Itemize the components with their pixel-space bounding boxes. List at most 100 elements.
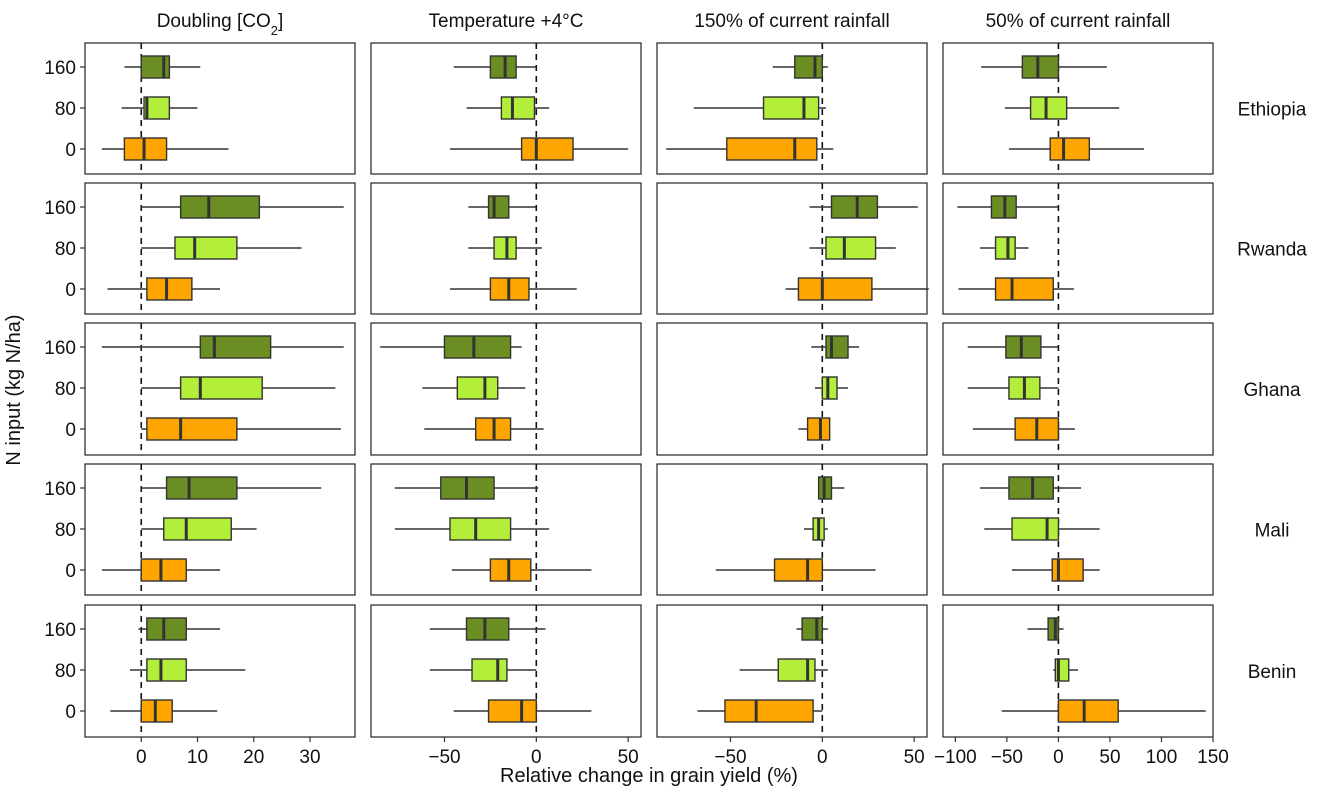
boxplot-box — [1049, 137, 1091, 161]
boxplot-0 — [666, 137, 834, 161]
boxplot-160 — [957, 195, 1059, 219]
boxplot-box — [487, 699, 538, 723]
boxplot-80 — [980, 236, 1029, 260]
boxplot-80 — [130, 658, 246, 682]
column-title-subscript: 2 — [271, 23, 278, 38]
column-title: 150% of current rainfall — [694, 11, 889, 32]
column-title-main: 50% of current rainfall — [986, 11, 1171, 32]
y-tick-label: 0 — [65, 280, 76, 301]
panel-frame — [942, 322, 1214, 456]
boxplot-80 — [803, 517, 828, 541]
boxplot-80 — [141, 376, 336, 400]
boxplot-0 — [101, 558, 220, 582]
boxplot-160 — [1027, 617, 1064, 641]
boxplot-box — [726, 137, 818, 161]
boxplot-160 — [141, 476, 322, 500]
boxplot-160 — [967, 335, 1059, 359]
boxplot-80 — [739, 658, 828, 682]
boxplot-box — [825, 236, 877, 260]
boxplot-80 — [141, 236, 302, 260]
y-tick-label: 160 — [44, 198, 76, 219]
y-tick-label: 80 — [55, 99, 76, 120]
boxplot-0 — [107, 277, 220, 301]
boxplot-80 — [984, 517, 1100, 541]
boxplot-box — [443, 335, 512, 359]
x-tick-label: −50 — [428, 747, 460, 768]
y-tick-label: 0 — [65, 140, 76, 161]
boxplot-160 — [380, 335, 522, 359]
boxplot-box — [146, 658, 187, 682]
boxplot-box — [773, 558, 824, 582]
row-label: Ethiopia — [1238, 100, 1307, 121]
y-tick-label: 160 — [44, 58, 76, 79]
boxplot-0 — [1001, 699, 1206, 723]
boxplot-box — [762, 96, 820, 120]
y-tick-label: 0 — [65, 702, 76, 723]
x-tick-label: 0 — [1053, 747, 1064, 768]
boxplot-0 — [715, 558, 876, 582]
row-label: Benin — [1248, 662, 1297, 683]
boxplot-0 — [424, 417, 544, 441]
boxplot-160 — [811, 335, 860, 359]
boxplot-box — [471, 658, 508, 682]
y-tick-label: 80 — [55, 661, 76, 682]
column-title: Doubling [CO2] — [157, 11, 284, 38]
boxplot-box — [1047, 617, 1060, 641]
boxplot-80 — [1053, 658, 1078, 682]
x-tick-label: 20 — [243, 747, 264, 768]
boxplot-80 — [1004, 96, 1120, 120]
boxplot-160 — [468, 195, 537, 219]
boxplot-box — [140, 558, 187, 582]
boxplot-box — [199, 335, 272, 359]
x-tick-label: −50 — [991, 747, 1023, 768]
boxplot-0 — [101, 137, 229, 161]
boxplot-80 — [809, 236, 896, 260]
x-tick-label: 100 — [1146, 747, 1178, 768]
boxplot-box — [179, 195, 261, 219]
panel-frame — [656, 322, 928, 456]
boxplot-box — [1029, 96, 1068, 120]
x-tick-label: 10 — [187, 747, 208, 768]
boxplot-box — [1021, 55, 1060, 79]
boxplot-0 — [453, 699, 592, 723]
boxplot-0 — [449, 137, 629, 161]
boxplot-box — [146, 277, 193, 301]
y-axis-title: N input (kg N/ha) — [3, 314, 25, 465]
boxplot-80 — [394, 517, 550, 541]
boxplot-box — [1057, 699, 1119, 723]
boxplot-80 — [121, 96, 198, 120]
x-tick-label: 0 — [531, 747, 542, 768]
boxplot-80 — [967, 376, 1059, 400]
x-tick-label: 50 — [618, 747, 639, 768]
y-tick-label: 0 — [65, 561, 76, 582]
boxplot-box — [777, 658, 816, 682]
boxplot-80 — [141, 517, 257, 541]
boxplot-box — [821, 376, 838, 400]
boxplot-80 — [466, 96, 550, 120]
boxplot-80 — [693, 96, 826, 120]
boxplot-box — [794, 55, 824, 79]
row-label: Ghana — [1243, 380, 1300, 401]
boxplot-0 — [110, 699, 218, 723]
boxplot-box — [520, 137, 574, 161]
x-tick-label: 50 — [904, 747, 925, 768]
boxplot-box — [994, 236, 1016, 260]
boxplot-box — [489, 558, 532, 582]
boxplot-160 — [809, 195, 918, 219]
y-tick-label: 160 — [44, 338, 76, 359]
boxplot-160 — [394, 476, 539, 500]
boxplot-0 — [1012, 558, 1100, 582]
row-label: Mali — [1255, 521, 1290, 542]
y-tick-label: 80 — [55, 520, 76, 541]
boxplot-80 — [814, 376, 849, 400]
boxplot-160 — [124, 55, 201, 79]
boxplot-box — [146, 417, 238, 441]
boxplot-0 — [697, 699, 823, 723]
boxplot-160 — [429, 617, 546, 641]
boxplot-0 — [798, 417, 831, 441]
column-title: Temperature +4°C — [429, 11, 584, 32]
boxplots-layer — [101, 55, 1206, 723]
labels-layer: Doubling [CO2] Temperature +4°C 150% of cu… — [3, 11, 1307, 787]
boxplot-box — [1005, 335, 1042, 359]
